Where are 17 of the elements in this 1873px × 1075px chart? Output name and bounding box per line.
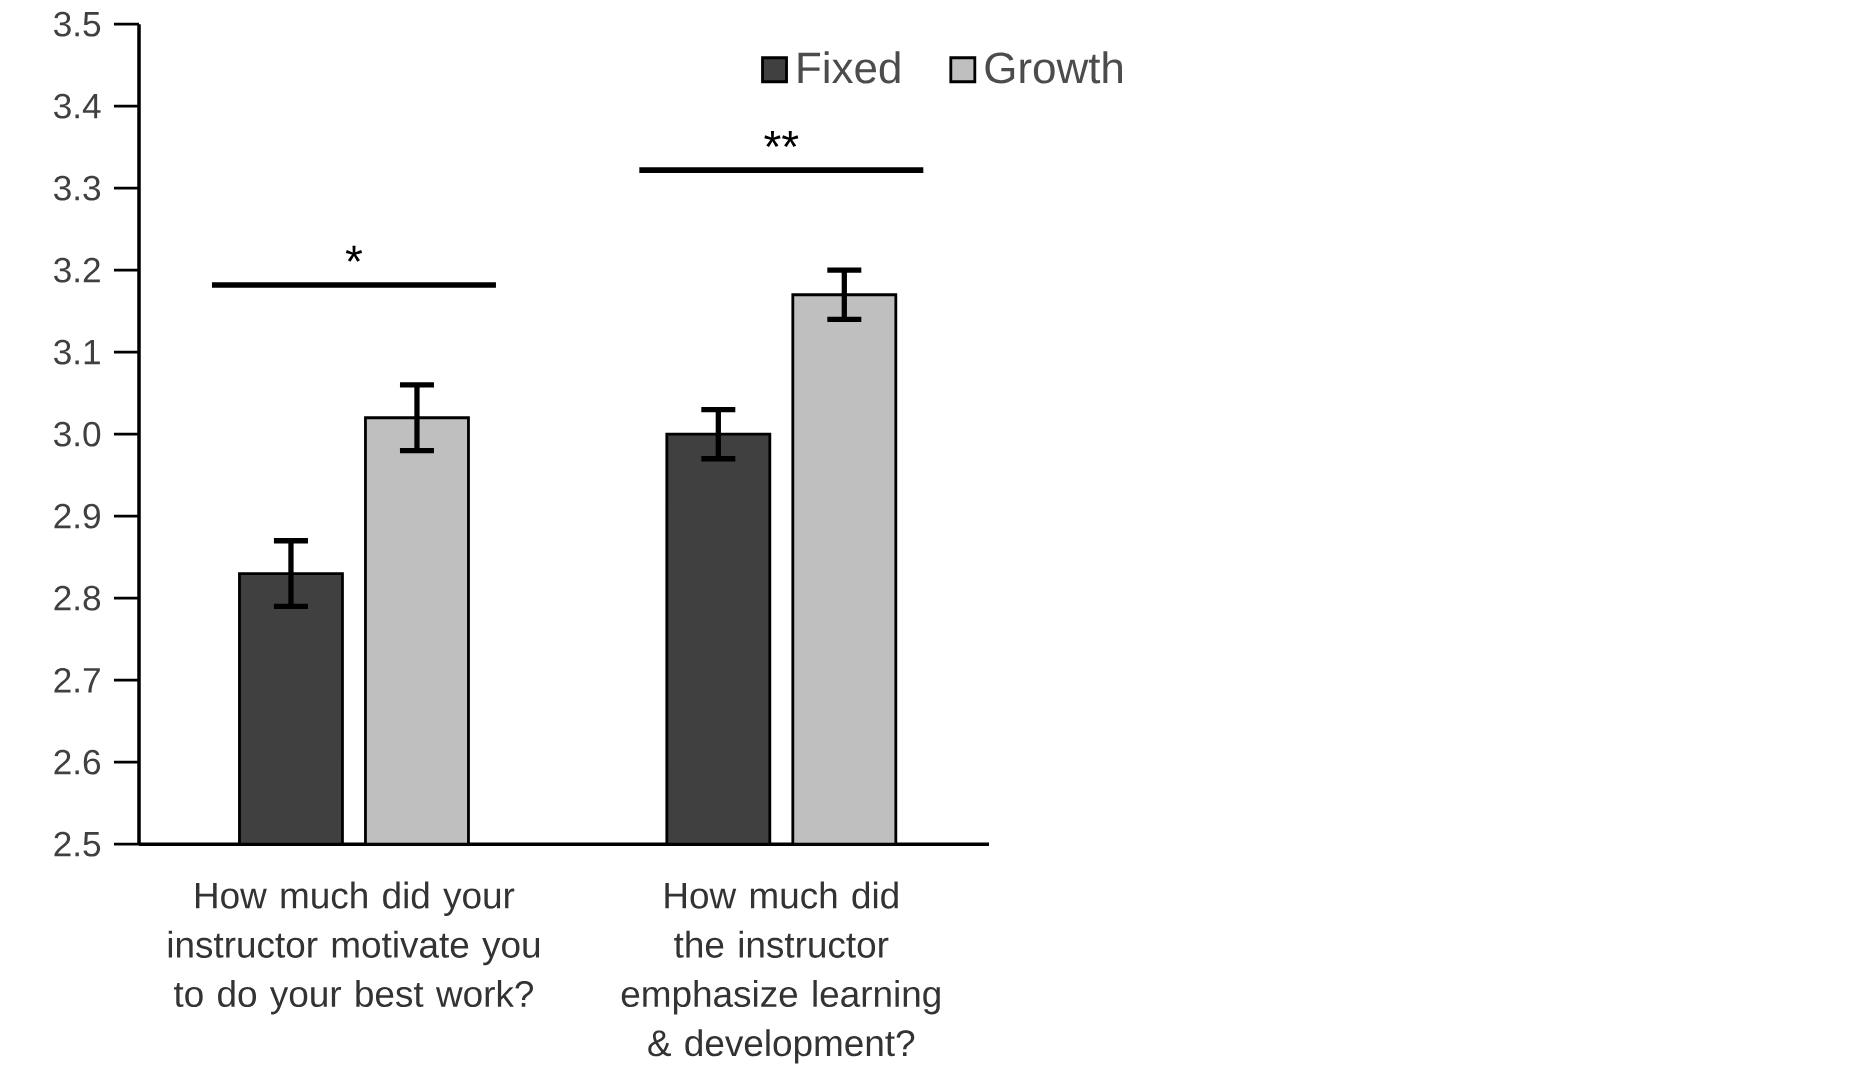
legend-label: Fixed <box>798 51 900 84</box>
y-tick-label: 2.9 <box>54 503 100 529</box>
y-tick-label: 3.1 <box>54 339 100 365</box>
annotation: ** <box>764 130 799 147</box>
y-tick-label: 3.2 <box>54 257 100 283</box>
x-tick-label: How much did your instructor motivate you to do your best work? <box>168 881 540 1015</box>
y-tick-label: 3.5 <box>54 11 101 37</box>
y-tick-label: 2.5 <box>54 831 101 857</box>
y-tick-label: 2.8 <box>54 585 101 611</box>
y-tick-label: 3.4 <box>54 93 101 119</box>
y-tick-label: 2.7 <box>54 667 100 693</box>
y-tick-label: 3.0 <box>54 421 101 447</box>
annotation: * <box>345 245 363 262</box>
x-tick-label: How much did the instructor emphasize learning & development? <box>621 881 940 1064</box>
legend-label: Growth <box>985 51 1122 84</box>
y-tick-label: 3.3 <box>54 175 101 201</box>
y-tick-label: 2.6 <box>54 749 101 775</box>
